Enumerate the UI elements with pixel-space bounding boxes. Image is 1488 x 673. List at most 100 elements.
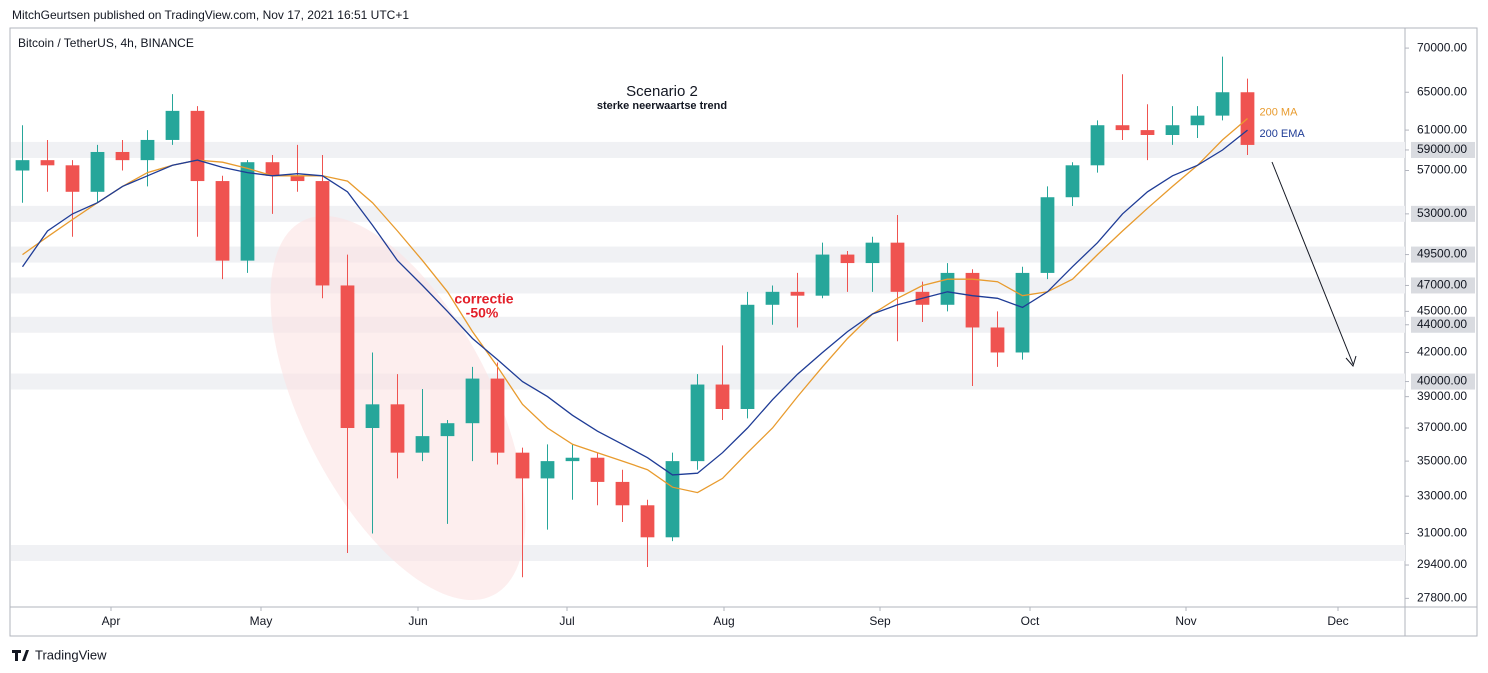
candle-body (240, 162, 255, 261)
arrow-head (1345, 355, 1357, 368)
frame (9, 27, 1478, 637)
x-tick-label: Sep (869, 614, 891, 628)
candle-body (665, 461, 680, 538)
candle-body (1115, 125, 1130, 131)
candle-body (315, 181, 330, 286)
ma-line (21, 129, 1248, 476)
candle-body (740, 304, 755, 409)
y-tick-label: 27800.00 (1417, 591, 1467, 605)
candle-body (865, 242, 880, 264)
candle-body (265, 162, 280, 176)
candle-body (515, 452, 530, 479)
candle-body (340, 285, 355, 429)
candle-body (415, 436, 430, 453)
y-tick-label: 70000.00 (1417, 40, 1467, 54)
logo (12, 650, 29, 661)
y-tick-label: 61000.00 (1417, 122, 1467, 136)
candle-body (990, 327, 1005, 353)
x-tick-label: Oct (1021, 614, 1040, 628)
legend-label: 200 EMA (1260, 128, 1306, 140)
candle-body (215, 181, 230, 261)
candle-body (540, 461, 555, 479)
annotation: correctie (454, 291, 513, 307)
candle-body (765, 291, 780, 305)
x-tick-label: May (250, 614, 273, 628)
level-label-bg (1411, 246, 1475, 263)
y-tick-label: 53000.00 (1417, 206, 1467, 220)
level-label-bg (1411, 316, 1475, 333)
candle-body (490, 378, 505, 453)
y-tick-label: 47000.00 (1417, 278, 1467, 292)
y-tick-label: 49500.00 (1417, 247, 1467, 261)
candle-body (1040, 197, 1055, 273)
candle-body (365, 404, 380, 429)
candle-body (140, 139, 155, 161)
candle-body (15, 160, 30, 171)
x-tick-label: Dec (1327, 614, 1348, 628)
candle-body (1015, 272, 1030, 353)
y-tick-label: 39000.00 (1417, 389, 1467, 403)
candle-body (565, 457, 580, 462)
candle-body (190, 110, 205, 182)
candle-body (90, 151, 105, 192)
y-tick-label: 65000.00 (1417, 84, 1467, 98)
candle-body (1140, 130, 1155, 135)
candle-body (890, 242, 905, 292)
chart-title: Bitcoin / TetherUS, 4h, BINANCE (18, 36, 194, 50)
candle-body (115, 151, 130, 161)
candle-body (465, 378, 480, 424)
y-tick-label: 35000.00 (1417, 453, 1467, 467)
candle-body (1165, 125, 1180, 135)
y-tick-label: 44000.00 (1417, 317, 1467, 331)
level-band (11, 277, 1405, 294)
level-band (11, 205, 1405, 222)
candle-body (165, 110, 180, 140)
x-tick-label: Nov (1175, 614, 1196, 628)
candle-body (290, 175, 305, 182)
arrow (1271, 161, 1354, 365)
candle-body (40, 160, 55, 166)
y-tick-label: 45000.00 (1417, 304, 1467, 318)
y-tick-label: 59000.00 (1417, 142, 1467, 156)
x-tick-label: Apr (102, 614, 121, 628)
x-tick-label: Jun (408, 614, 427, 628)
candle-body (1190, 115, 1205, 126)
candle-body (790, 291, 805, 296)
candle-body (65, 165, 80, 192)
x-tick-label: Aug (713, 614, 734, 628)
level-label-bg (1411, 277, 1475, 294)
level-label-bg (1411, 205, 1475, 222)
footer: TradingView (35, 647, 107, 662)
candle-body (690, 384, 705, 462)
legend-label: 200 MA (1260, 106, 1299, 118)
candle-body (390, 404, 405, 453)
candle-body (1065, 165, 1080, 198)
candle-body (840, 254, 855, 264)
candle-body (1090, 125, 1105, 166)
y-tick-label: 29400.00 (1417, 557, 1467, 571)
candle-body (815, 254, 830, 296)
level-band (11, 544, 1405, 561)
level-label-bg (1411, 373, 1475, 390)
y-tick-label: 31000.00 (1417, 526, 1467, 540)
annotation: Scenario 2 (626, 83, 698, 100)
level-band (11, 141, 1405, 158)
y-tick-label: 40000.00 (1417, 374, 1467, 388)
candle-body (440, 423, 455, 437)
ma-line (22, 118, 1248, 494)
annotation: -50% (466, 305, 499, 321)
y-tick-label: 33000.00 (1417, 488, 1467, 502)
candle-body (940, 272, 955, 305)
annotation: sterke neerwaartse trend (597, 100, 727, 112)
y-tick-label: 57000.00 (1417, 163, 1467, 177)
level-band (11, 373, 1405, 390)
candle-body (640, 505, 655, 538)
y-tick-label: 42000.00 (1417, 345, 1467, 359)
level-band (11, 316, 1405, 333)
y-tick-label: 37000.00 (1417, 420, 1467, 434)
candle-body (715, 384, 730, 409)
level-label-bg (1411, 141, 1475, 158)
candle-body (615, 481, 630, 506)
header: MitchGeurtsen published on TradingView.c… (12, 8, 409, 22)
